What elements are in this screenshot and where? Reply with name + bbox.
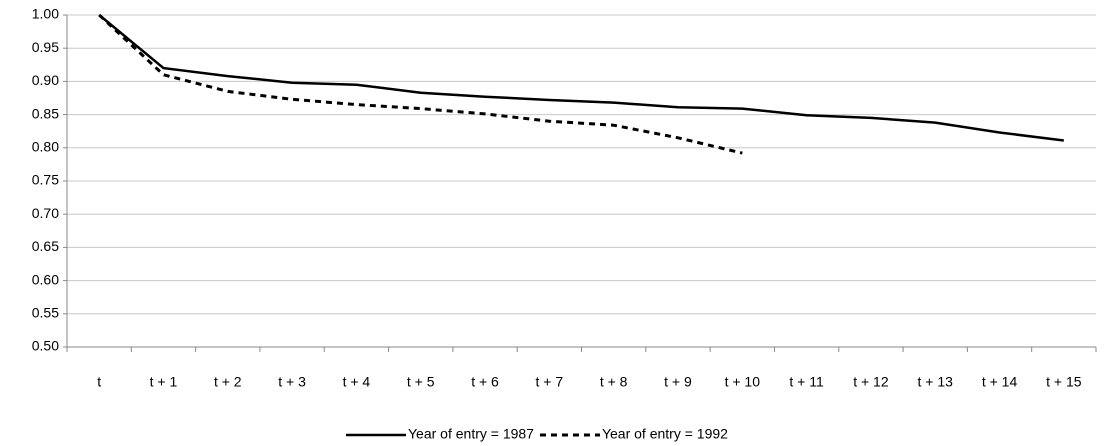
x-tick-label: t + 5 [407,374,435,390]
y-tick-label: 0.95 [32,39,59,55]
series-line [98,13,743,155]
x-tick-label: t + 4 [343,374,371,390]
y-tick-label: 0.90 [32,72,59,88]
x-tick-label: t + 1 [150,374,178,390]
y-tick-label: 0.80 [32,139,59,155]
x-tick-label: t + 14 [982,374,1018,390]
x-tick-label: t + 9 [664,374,692,390]
x-tick-label: t + 11 [789,374,824,390]
legend-label: Year of entry = 1987 [408,426,534,442]
y-tick-label: 0.55 [32,305,59,321]
x-tick-label: t + 7 [536,374,564,390]
legend-label: Year of entry = 1992 [602,426,728,442]
x-tick-label: t + 2 [214,374,242,390]
y-tick-label: 0.50 [32,338,59,354]
y-tick-label: 0.65 [32,238,59,254]
series-line [98,14,1064,142]
x-tick-label: t + 3 [278,374,306,390]
x-tick-label: t [97,374,101,390]
x-tick-label: t + 12 [853,374,889,390]
x-tick-label: t + 8 [600,374,628,390]
x-tick-label: t + 10 [725,374,761,390]
y-tick-label: 0.75 [32,172,59,188]
y-tick-label: 0.85 [32,105,59,121]
x-tick-label: t + 6 [471,374,499,390]
x-tick-label: t + 15 [1046,374,1082,390]
x-tick-label: t + 13 [918,374,954,390]
y-tick-label: 0.60 [32,271,59,287]
y-tick-label: 0.70 [32,205,59,221]
y-tick-label: 1.00 [32,6,59,22]
